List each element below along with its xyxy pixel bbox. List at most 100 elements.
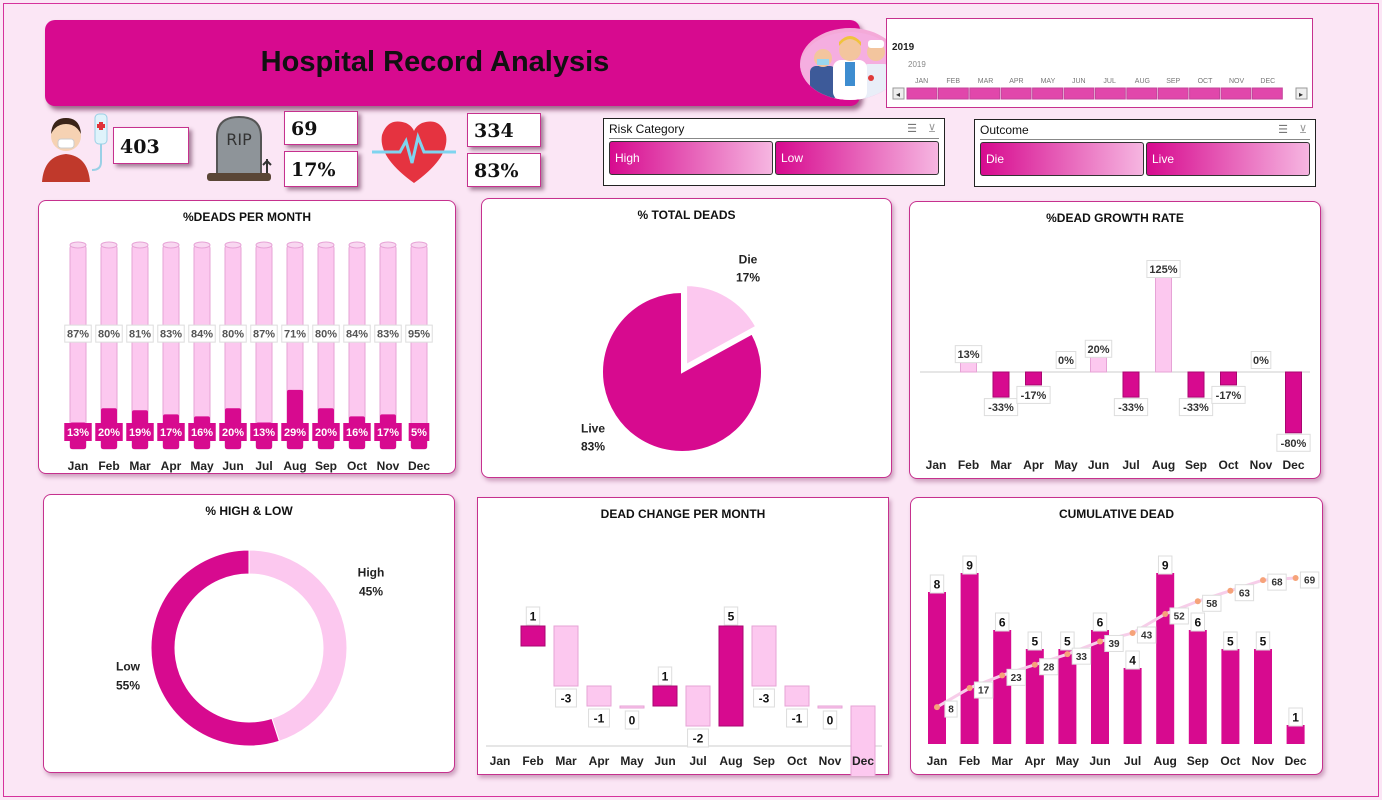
data-label-cumulative: 8 xyxy=(948,705,954,716)
data-label: 0% xyxy=(1058,355,1074,367)
data-label-cumulative: 39 xyxy=(1108,639,1120,650)
tick-label: Jun xyxy=(222,459,243,473)
timeline-slicer[interactable]: 2019 2019 JAN FEB MAR APR MAY JUN JUL AUG SEP OCT NO… xyxy=(886,18,1313,108)
cumulative-point xyxy=(1227,587,1234,594)
bar-live xyxy=(69,244,87,450)
data-label-box xyxy=(753,688,775,708)
timeline-month-block xyxy=(1094,87,1126,100)
tick-label: Sep xyxy=(1187,754,1209,768)
tombstone-icon: RIP xyxy=(205,113,273,186)
timeline-month-label: APR xyxy=(1009,78,1023,85)
multiselect-icon[interactable]: ☰ xyxy=(907,123,917,135)
data-label-cumulative-box xyxy=(1006,668,1026,686)
timeline-month-label: DEC xyxy=(1260,78,1275,85)
tick-label: Apr xyxy=(1023,458,1044,472)
data-label-live-box xyxy=(405,324,433,343)
bar-cap xyxy=(193,241,211,249)
cumulative-point xyxy=(1292,575,1299,581)
tick-label: Sep xyxy=(315,459,337,473)
data-label-bar-box xyxy=(1190,612,1206,632)
data-label-bar: 6 xyxy=(999,615,1006,629)
data-label-live-box xyxy=(95,324,123,343)
tick-label: Dec xyxy=(408,459,430,473)
dead-change-chart: Jan 1 Feb -3 Mar -1 Apr 0 May 1 Jun -2 Jul 5 Aug -3 Sep -… xyxy=(486,606,882,776)
data-label: 125% xyxy=(1149,264,1177,276)
data-label: -3 xyxy=(759,691,770,705)
data-label-cumulative: 52 xyxy=(1174,612,1186,623)
slicer-item-low[interactable]: Low xyxy=(775,141,939,175)
tick-label: Nov xyxy=(377,459,400,473)
deads-per-month-panel: %DEADS PER MONTH 87% 13% Jan 80% 20% Feb 81% 19… xyxy=(38,200,456,474)
clear-filter-icon[interactable]: ⊻ xyxy=(927,123,936,135)
clear-filter-icon[interactable]: ⊻ xyxy=(1298,124,1307,136)
data-label-bar: 5 xyxy=(1260,634,1267,648)
data-label-live: 80% xyxy=(315,329,337,341)
tick-label: Feb xyxy=(522,754,543,768)
bar xyxy=(1155,276,1172,373)
data-label-die-box xyxy=(281,423,309,441)
bar xyxy=(619,705,645,709)
heartbeat-icon xyxy=(372,117,456,192)
bar xyxy=(928,592,946,744)
slicer-header: Risk Category ☰ ⊻ xyxy=(609,122,939,139)
bar xyxy=(553,625,579,687)
timeline-month-label: OCT xyxy=(1198,78,1214,85)
timeline-year: 2019 xyxy=(892,42,915,53)
data-label-die-box xyxy=(126,423,154,441)
data-label-cumulative: 63 xyxy=(1239,588,1251,599)
tick-label: Jan xyxy=(926,458,947,472)
timeline-month-block xyxy=(1189,87,1221,100)
data-label-bar-box xyxy=(1223,631,1238,651)
pie-slice-die xyxy=(685,284,758,367)
cumulative-point xyxy=(1162,610,1169,617)
data-label-die-box xyxy=(312,423,340,441)
data-label: 0% xyxy=(1253,355,1269,367)
data-label-cumulative: 43 xyxy=(1141,631,1153,642)
data-label: -17% xyxy=(1216,390,1242,402)
data-label-bar-box xyxy=(929,574,945,594)
data-label-die-box xyxy=(64,423,92,441)
cumulative-point xyxy=(1194,598,1201,605)
data-label: 1 xyxy=(530,609,537,623)
data-label-cumulative: 69 xyxy=(1304,576,1316,587)
bar xyxy=(1090,356,1107,373)
data-label-cumulative: 28 xyxy=(1043,662,1055,673)
slicer-item-die[interactable]: Die xyxy=(980,142,1144,176)
bar xyxy=(1285,371,1302,434)
tick-label: Dec xyxy=(852,754,874,768)
risk-category-slicer: Risk Category ☰ ⊻ High Low xyxy=(603,118,945,186)
data-label-cumulative: 33 xyxy=(1076,652,1088,663)
kpi-patients: 403 xyxy=(113,127,189,164)
tick-label: Apr xyxy=(1024,754,1045,768)
timeline-month-block xyxy=(1032,87,1064,100)
tick-label: Mar xyxy=(555,754,577,768)
scroll-right-icon: ▸ xyxy=(1299,90,1303,99)
data-label-box xyxy=(1055,351,1077,369)
kpi-live-pct: 83% xyxy=(467,153,541,187)
chart-title: CUMULATIVE DEAD xyxy=(1058,507,1175,521)
data-label-box xyxy=(687,728,709,748)
tick-label: Jan xyxy=(68,459,89,473)
tick-label: Oct xyxy=(347,459,367,473)
data-label-cumulative-box xyxy=(1267,573,1287,591)
slicer-item-live[interactable]: Live xyxy=(1146,142,1310,176)
data-label-live: 95% xyxy=(408,329,430,341)
slicer-header: Outcome ☰ ⊻ xyxy=(980,123,1310,140)
data-label-cumulative-box xyxy=(944,700,958,718)
bar xyxy=(1122,371,1140,398)
tick-label: Feb xyxy=(958,458,979,472)
deads-per-month-chart: 87% 13% Jan 80% 20% Feb 81% 19% Mar 83% 17% Apr 84% 1… xyxy=(64,241,433,473)
data-label: 20% xyxy=(1087,344,1109,356)
cumulative-point xyxy=(999,672,1006,679)
tick-label: Sep xyxy=(1185,458,1207,472)
data-label-die: 16% xyxy=(346,427,368,439)
cumulative-point xyxy=(1129,630,1136,637)
timeline-month-label: MAR xyxy=(978,78,994,85)
data-label-box xyxy=(1178,398,1214,417)
tick-label: Feb xyxy=(959,754,980,768)
bar xyxy=(992,371,1010,398)
slicer-item-high[interactable]: High xyxy=(609,141,773,175)
multiselect-icon[interactable]: ☰ xyxy=(1278,124,1288,136)
data-label-live-box xyxy=(281,324,309,343)
tick-label: Aug xyxy=(283,459,306,473)
